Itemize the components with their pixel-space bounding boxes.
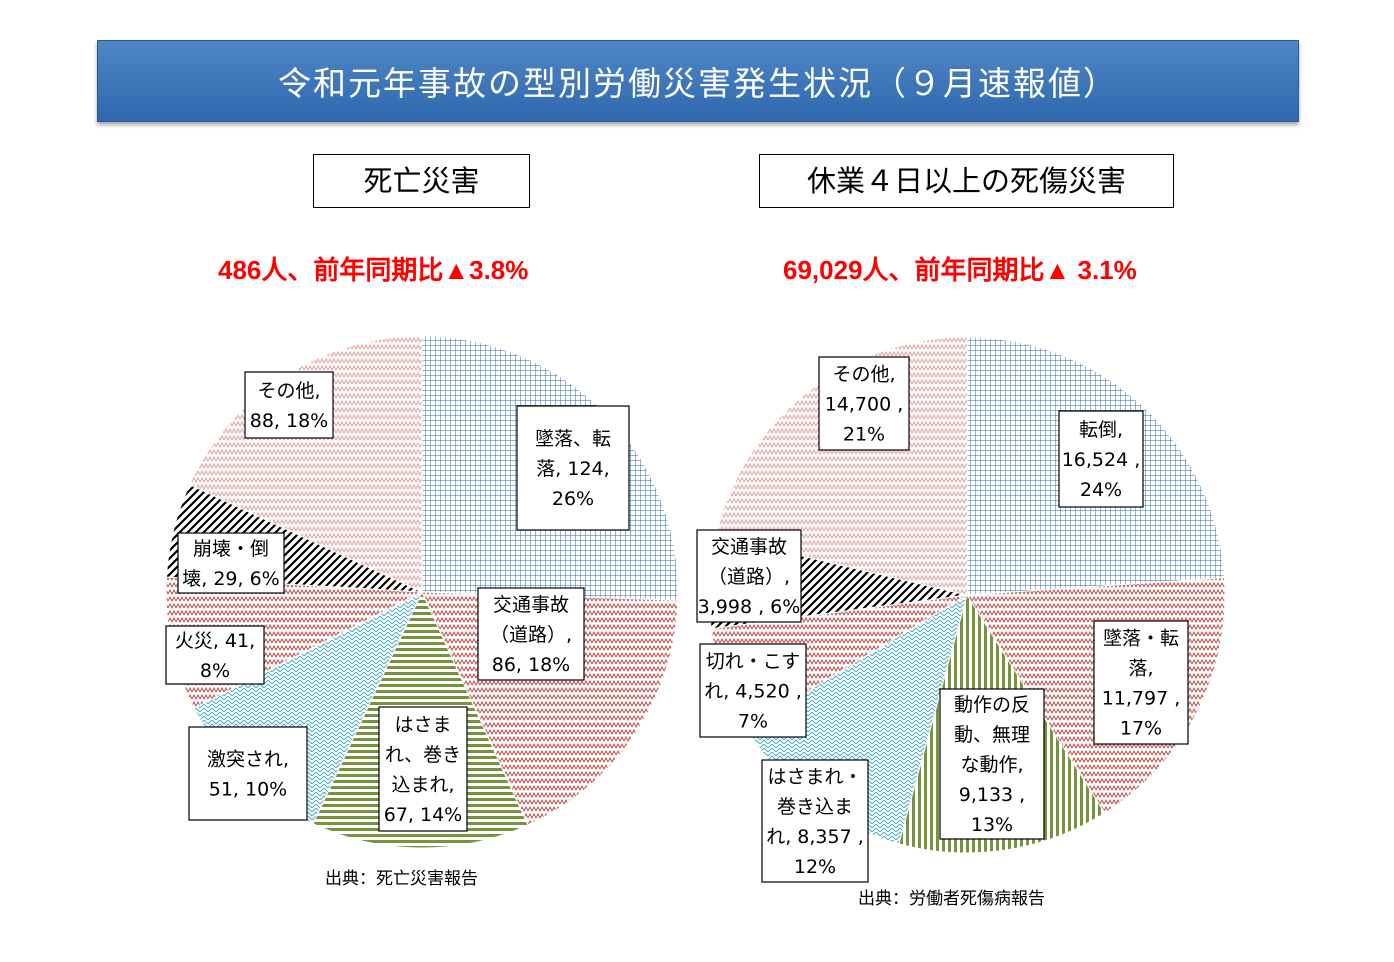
chart1-summary: 486人、前年同期比▲3.8% [218,255,529,285]
pie2-data-label-動作の反動-無理な動作-line1: 動作の反 [954,694,1030,716]
pie1-data-label-はさまれ-巻き込まれ-line1: はさま [394,714,451,736]
pie1-label-box-火災 [165,625,265,685]
pie2-data-label-交通事故-道路--line2: （道路）, [708,566,790,588]
pie1-label-box-激突され [188,726,308,821]
pie2-data-label-動作の反動-無理な動作-line2: 動、無理 [954,724,1030,746]
pie2-data-label-墜落-転落-line4: 17% [1120,718,1162,740]
pie2-data-label-はさまれ-巻き込まれ-line4: 12% [794,856,836,878]
pie1-label-box-その他 [244,371,334,439]
pie2-label-box-墜落-転落 [1093,620,1189,745]
pie1-data-label-交通事故-道路--line3: 86, 18% [492,654,571,676]
pie2-data-label-切れ-こすれ-line3: 7% [738,711,768,733]
pie2-data-label-転倒-line2: 16,524 , [1062,449,1141,471]
pie1-label-box-墜落-転落 [516,405,630,531]
pie2-data-label-切れ-こすれ-line1: 切れ・こす [706,651,801,673]
pie1-label-box-はさまれ-巻き込まれ [378,706,468,832]
pie1-data-label-墜落-転落-line2: 落, 124, [536,458,609,480]
pie2-label-box-動作の反動-無理な動作 [939,688,1045,840]
pie2-data-label-交通事故-道路--line3: 3,998 , 6% [698,596,801,618]
pie1-data-label-火災-line1: 火災, 41, [175,630,255,652]
chart1-title: 死亡災害 [313,154,530,208]
pie1-data-label-激突され-line2: 51, 10% [209,779,288,801]
pie2-label-box-転倒 [1058,410,1144,508]
pie2-data-label-動作の反動-無理な動作-line3: な動作, [960,754,1023,776]
pie2-data-label-転倒-line1: 転倒, [1079,419,1123,441]
chart2-title: 休業４日以上の死傷災害 [759,154,1174,208]
pie1-data-label-はさまれ-巻き込まれ-line2: れ、巻き [385,744,461,766]
pie2-label-box-その他 [818,356,910,451]
page-title: 令和元年事故の型別労働災害発生状況（９月速報値） [278,64,1118,103]
pie1-data-label-はさまれ-巻き込まれ-line3: 込まれ, [391,774,454,796]
pie1-data-label-火災-line2: 8% [200,660,230,682]
pie2-data-label-動作の反動-無理な動作-line5: 13% [971,814,1013,836]
pie2-data-label-墜落-転落-line3: 11,797 , [1102,688,1181,710]
pie2-data-label-動作の反動-無理な動作-line4: 9,133 , [959,784,1025,806]
pie2-label-box-切れ-こすれ [699,643,807,738]
pie-chart-death: 墜落、転落, 124, 26% 交通事故 （道路）, 86, 18% はさまれ、巻き込まれ… [165,335,679,849]
pie1-data-label-交通事故-道路--line1: 交通事故 [493,594,569,616]
pie1-data-label-交通事故-道路--line2: （道路）, [490,624,572,646]
pie1-data-label-崩壊-倒壊-line2: 壊, 29, 6% [182,568,279,590]
pie2-data-label-はさまれ-巻き込まれ-line3: れ, 8,357 , [766,826,864,848]
chart2-summary: 69,029人、前年同期比▲ 3.1% [783,255,1137,285]
pie2-data-label-墜落-転落-line2: 落, [1128,658,1153,680]
pie1-data-label-その他-line2: 88, 18% [250,410,329,432]
pie1-label-box-交通事故-道路- [477,587,585,681]
pie2-data-label-墜落-転落-line1: 墜落・転 [1103,628,1179,650]
pie2-label-box-交通事故-道路- [696,529,802,623]
pie1-data-label-その他-line1: その他, [257,380,320,402]
pie1-data-label-激突され-line1: 激突され, [207,749,289,771]
pie2-data-label-転倒-line3: 24% [1080,479,1122,501]
pie2-data-label-その他-line1: その他, [832,364,895,386]
pie2-data-label-切れ-こすれ-line2: れ, 4,520 , [704,681,802,703]
chart2-source: 出典：労働者死傷病報告 [858,889,1045,909]
pie2-data-label-交通事故-道路--line1: 交通事故 [711,536,787,558]
pie2-label-box-はさまれ-巻き込まれ [761,759,869,883]
pie1-data-label-はさまれ-巻き込まれ-line4: 67, 14% [384,804,463,826]
pie-chart-injury: 転倒, 16,524 , 24% 墜落・転落, 11,797 , 17% 動作の反動、無理な… [696,336,1226,883]
chart1-source: 出典：死亡災害報告 [325,869,478,889]
pie2-data-label-はさまれ-巻き込まれ-line2: 巻き込ま [777,796,853,818]
pie1-data-label-墜落-転落-line3: 26% [552,488,594,510]
pie1-data-label-崩壊-倒壊-line1: 崩壊・倒 [193,538,269,560]
pie2-data-label-はさまれ-巻き込まれ-line1: はさまれ・ [767,766,862,788]
title-banner: 令和元年事故の型別労働災害発生状況（９月速報値） [97,40,1299,122]
pie1-label-box-崩壊-倒壊 [177,532,285,594]
pie2-data-label-その他-line2: 14,700 , [825,394,904,416]
pie2-data-label-その他-line3: 21% [843,424,885,446]
pie1-data-label-墜落-転落-line1: 墜落、転 [535,428,611,450]
